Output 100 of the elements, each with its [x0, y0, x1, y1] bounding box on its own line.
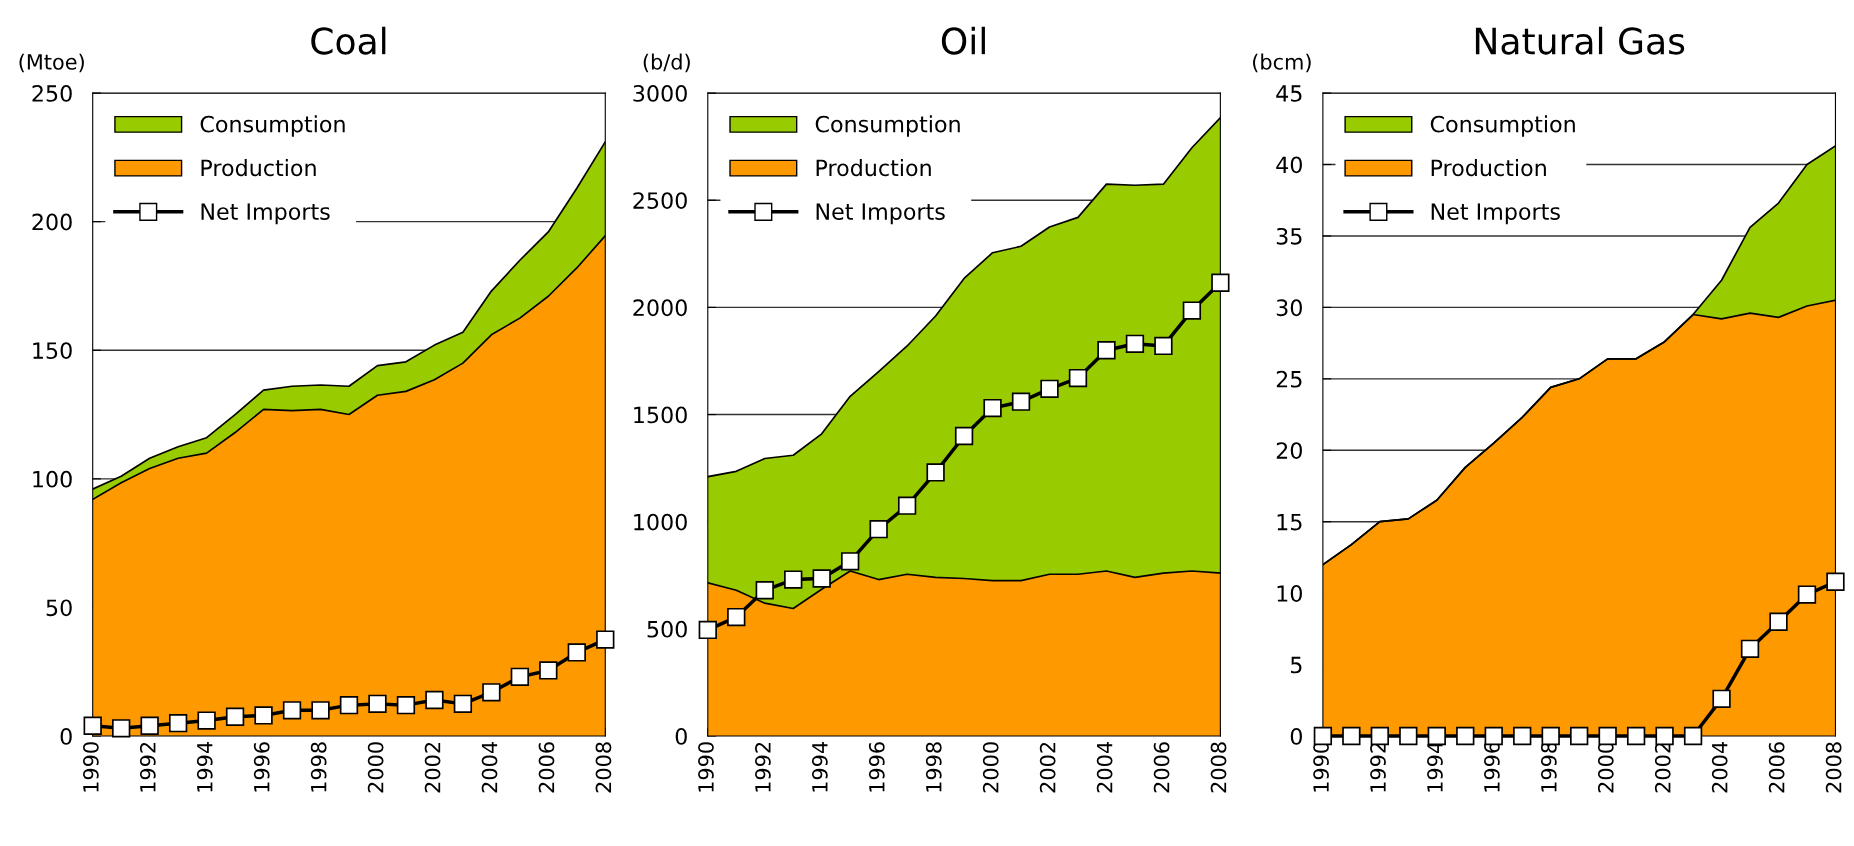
point	[1313, 726, 1333, 746]
x-tick-label: 2004	[481, 742, 498, 793]
y-tick-label: 0	[1290, 727, 1302, 745]
point	[311, 701, 330, 720]
point	[1182, 301, 1202, 320]
y-tick-label: 50	[46, 599, 72, 617]
x-tick-label: 2004	[1096, 742, 1113, 793]
point	[1569, 726, 1589, 746]
x-tick-label: 1998	[925, 742, 942, 792]
chart-title: Oil	[941, 26, 985, 55]
x-tick-label: 2008	[595, 742, 612, 793]
y-tick-label: 35	[1276, 227, 1302, 245]
x-tick-label: 2002	[1039, 742, 1056, 793]
y-tick-label: 30	[1276, 299, 1302, 317]
point	[1541, 726, 1560, 746]
point	[698, 620, 717, 640]
point	[596, 630, 615, 649]
point	[954, 426, 974, 446]
point	[1154, 336, 1173, 356]
point	[784, 570, 803, 589]
x-tick-label: 2000	[982, 742, 999, 793]
point	[482, 683, 501, 702]
legend-label: Net Imports	[816, 203, 945, 225]
y-tick-label: 10	[1277, 585, 1302, 602]
y-tick-label: 5	[1291, 656, 1302, 674]
legend-label: Production	[201, 159, 316, 177]
point	[1826, 572, 1845, 591]
point	[983, 398, 1002, 418]
point	[1011, 392, 1031, 411]
point	[1456, 726, 1475, 746]
x-tick-label: 2008	[1210, 742, 1227, 793]
point	[1655, 726, 1674, 746]
x-tick-label: 1996	[868, 742, 885, 792]
x-tick-label: 2006	[1768, 742, 1785, 793]
point	[339, 695, 359, 715]
point	[1370, 726, 1390, 746]
legend-label: Production	[816, 159, 931, 177]
x-tick-label: 1990	[698, 742, 714, 792]
x-tick-label: 1990	[82, 742, 99, 792]
point	[1342, 726, 1361, 746]
legend-label: Net Imports	[201, 203, 330, 225]
point	[425, 690, 444, 710]
y-tick-label: 250	[32, 85, 72, 102]
point	[225, 707, 245, 726]
y-tick-label: 40	[1276, 156, 1302, 174]
chart-title: Natural Gas	[1475, 26, 1685, 55]
point	[1427, 726, 1446, 746]
point	[112, 719, 131, 738]
x-tick-label: 2006	[1153, 742, 1170, 793]
y-tick-label: 1000	[634, 513, 687, 531]
y-tick-label: 25	[1276, 370, 1302, 388]
y-tick-label: 45	[1276, 85, 1302, 102]
x-tick-label: 2008	[1825, 742, 1842, 793]
x-tick-label: 1992	[139, 742, 156, 792]
point	[1513, 726, 1532, 746]
point	[755, 581, 774, 600]
point	[1769, 612, 1788, 631]
y-tick-label: 1500	[634, 406, 687, 424]
point	[1797, 585, 1817, 604]
point	[539, 661, 558, 680]
y-tick-label: 0	[60, 727, 72, 745]
point	[897, 496, 917, 515]
point	[841, 552, 860, 571]
point	[83, 716, 102, 735]
point	[254, 706, 273, 725]
y-tick-label: 100	[33, 470, 72, 488]
point	[396, 695, 416, 715]
y-axis-title: (bcm)	[1253, 53, 1311, 73]
point	[1712, 689, 1731, 709]
point	[1211, 273, 1230, 292]
x-tick-label: 2006	[538, 742, 555, 793]
legend-label: Net Imports	[1431, 203, 1560, 225]
x-tick-label: 1994	[811, 742, 828, 792]
y-tick-label: 20	[1276, 442, 1302, 460]
point	[140, 716, 159, 735]
legend-label: Consumption	[815, 115, 960, 137]
point	[1683, 726, 1703, 746]
point	[453, 694, 473, 714]
point	[812, 569, 831, 588]
y-tick-label: 200	[32, 213, 72, 231]
y-tick-label: 3000	[633, 85, 687, 102]
point	[1068, 368, 1088, 388]
point	[1598, 726, 1617, 746]
y-tick-label: 15	[1277, 513, 1302, 531]
point	[869, 520, 888, 539]
point	[1399, 726, 1418, 746]
y-tick-label: 2500	[633, 192, 687, 209]
x-tick-label: 1994	[196, 742, 213, 792]
y-axis-title: (Mtoe)	[19, 53, 84, 73]
point	[168, 713, 188, 733]
point	[282, 701, 302, 720]
point	[1740, 639, 1760, 659]
y-axis-title: (b/d)	[643, 53, 690, 73]
point	[1097, 341, 1116, 360]
point	[1626, 726, 1646, 746]
x-tick-label: 1998	[310, 742, 327, 792]
point	[368, 694, 387, 714]
point	[510, 667, 530, 687]
x-tick-label: 2000	[367, 742, 384, 793]
point	[1040, 379, 1059, 398]
